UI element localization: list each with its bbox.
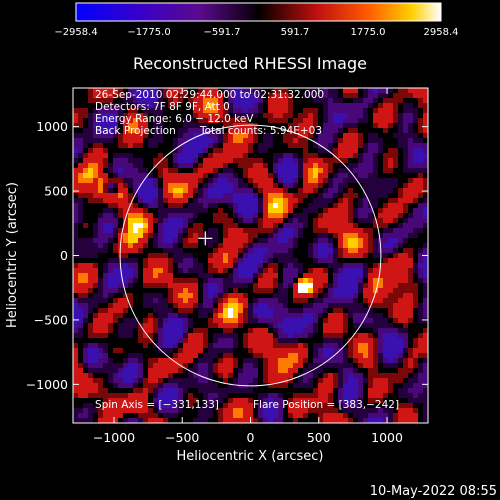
chart-title: Reconstructed RHESSI Image	[133, 54, 367, 73]
heatmap-image	[73, 88, 428, 423]
colorbar-tick-label: 591.7	[281, 27, 310, 38]
y-tick-label: 1000	[36, 119, 68, 134]
x-tick-label: 500	[307, 430, 331, 445]
y-axis-label: Heliocentric Y (arcsec)	[5, 182, 20, 328]
annotation-energy-range: Energy Range: 6.0 − 12.0 keV	[95, 113, 254, 125]
spin-axis-marker	[198, 231, 213, 246]
y-tick-label: 0	[60, 248, 68, 263]
annotations: 26-Sep-2010 02:29:44.000 to 02:31:32.000…	[95, 89, 399, 411]
annotation-spin-axis: Spin Axis = [−331,133]	[95, 399, 219, 411]
y-axis-ticks: −1000 −500 0 500 1000	[26, 119, 428, 392]
colorbar-tick-label: −1775.0	[127, 27, 170, 38]
annotation-detectors: Detectors: 7F 8F 9F, Att 0	[95, 101, 230, 113]
x-tick-label: −500	[165, 430, 199, 445]
colorbar-gradient	[75, 2, 442, 22]
colorbar-tick-label: −2958.4	[54, 27, 97, 38]
annotation-total-counts: Total counts: 5.94E+03	[199, 125, 322, 137]
annotation-flare-position: Flare Position = [383,−242]	[253, 399, 399, 411]
colorbar: −2958.4 −1775.0 −591.7 591.7 1775.0 2958.4	[54, 2, 459, 38]
plot-area	[72, 87, 429, 424]
x-tick-label: −1000	[93, 430, 135, 445]
colorbar-tick-label: 2958.4	[424, 27, 459, 38]
x-axis-ticks: −1000 −500 0 500 1000	[93, 88, 403, 445]
x-tick-label: 0	[247, 430, 255, 445]
annotation-method: Back Projection	[95, 125, 176, 137]
footer-timestamp: 10-May-2022 08:55	[370, 484, 497, 499]
solar-limb-circle	[119, 124, 382, 387]
y-tick-label: −500	[34, 312, 68, 327]
y-tick-label: −1000	[26, 377, 68, 392]
colorbar-tick-label: −591.7	[203, 27, 240, 38]
x-axis-label: Heliocentric X (arcsec)	[177, 449, 324, 464]
colorbar-ticks: −2958.4 −1775.0 −591.7 591.7 1775.0 2958.4	[54, 27, 458, 38]
annotation-time-range: 26-Sep-2010 02:29:44.000 to 02:31:32.000	[95, 89, 324, 101]
x-tick-label: 1000	[371, 430, 403, 445]
colorbar-tick-label: 1775.0	[350, 27, 385, 38]
y-tick-label: 500	[44, 184, 68, 199]
